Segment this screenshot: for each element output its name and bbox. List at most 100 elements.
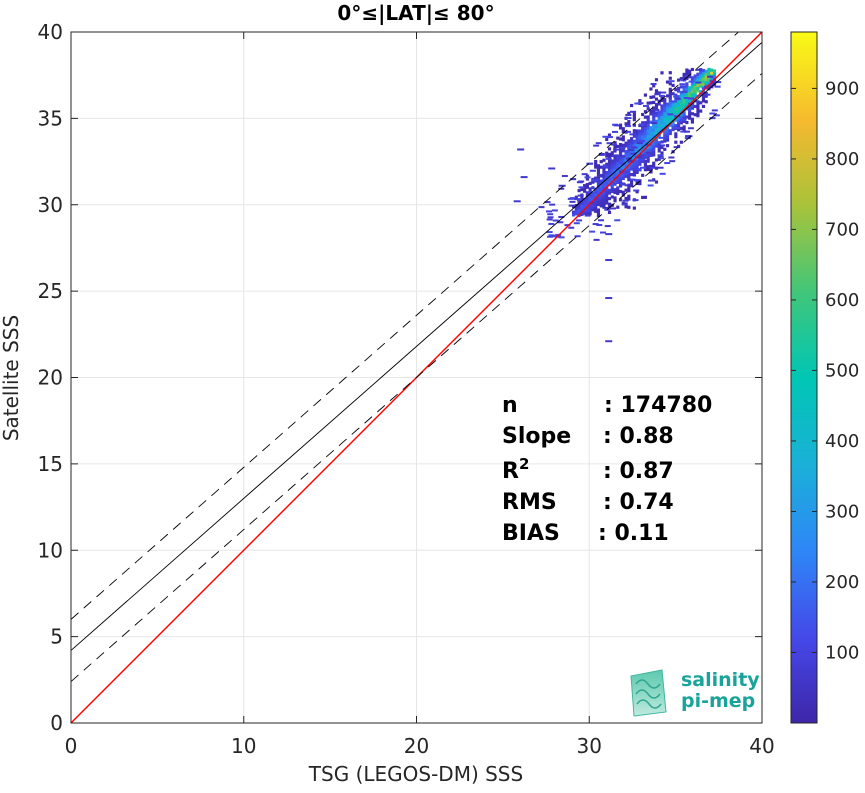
- density-bin: [635, 156, 642, 159]
- density-bin: [657, 146, 661, 150]
- density-bin: [704, 94, 708, 98]
- density-bin: [646, 107, 650, 111]
- density-bin: [596, 208, 601, 212]
- density-bin: [657, 149, 661, 153]
- density-bin: [654, 138, 659, 143]
- density-bin: [668, 104, 672, 108]
- density-bin: [578, 186, 585, 189]
- density-bin: [688, 108, 692, 112]
- density-bin: [607, 205, 612, 209]
- density-bin: [685, 76, 689, 80]
- density-bin: [602, 191, 606, 195]
- density-bin: [652, 125, 656, 129]
- density-bin: [715, 81, 722, 84]
- density-bin: [587, 191, 594, 194]
- density-bin: [598, 153, 605, 156]
- density-bin: [683, 97, 690, 100]
- density-bin: [657, 154, 661, 159]
- density-bin: [547, 216, 554, 219]
- density-bin: [693, 91, 697, 95]
- density-bin: [624, 122, 628, 126]
- density-bin: [654, 111, 659, 115]
- density-bin: [641, 159, 645, 164]
- density-bin: [641, 173, 645, 177]
- colorbar-tick-label: 600: [825, 290, 859, 311]
- density-bin: [557, 221, 564, 224]
- density-bin: [610, 189, 614, 194]
- density-bin: [618, 142, 623, 147]
- density-bin: [649, 139, 653, 144]
- density-bin: [664, 162, 671, 165]
- density-bin: [632, 206, 636, 210]
- density-bin: [665, 144, 670, 148]
- density-bin: [696, 86, 700, 90]
- density-bin: [618, 126, 623, 130]
- density-bin: [599, 201, 603, 205]
- density-bin: [558, 236, 565, 239]
- density-bin: [668, 87, 672, 91]
- density-bin: [627, 120, 631, 124]
- density-bin: [679, 101, 683, 106]
- density-bin: [685, 98, 689, 103]
- density-bin: [596, 202, 601, 207]
- density-bin: [682, 128, 686, 132]
- density-bin: [649, 109, 653, 113]
- density-bin: [671, 92, 675, 96]
- density-bin: [632, 154, 636, 158]
- density-bin: [643, 132, 648, 136]
- density-bin: [584, 214, 591, 217]
- outlier-point: [520, 176, 528, 179]
- density-bin: [671, 105, 675, 110]
- density-bin: [652, 114, 656, 118]
- density-bin: [657, 127, 661, 131]
- density-bin: [639, 158, 646, 161]
- density-bin: [688, 86, 692, 90]
- density-bin: [646, 140, 650, 144]
- density-bin: [612, 148, 619, 151]
- density-bin: [701, 99, 706, 103]
- density-bin: [610, 153, 614, 158]
- density-bin: [660, 115, 664, 119]
- density-bin: [707, 67, 711, 71]
- density-bin: [599, 179, 603, 183]
- density-bin: [591, 205, 595, 209]
- density-bin: [652, 147, 656, 151]
- density-bin: [632, 115, 636, 119]
- density-bin: [690, 106, 694, 110]
- density-bin: [613, 160, 617, 164]
- density-bin: [610, 181, 614, 185]
- density-bin: [683, 130, 690, 133]
- density-bin: [605, 151, 609, 155]
- density-bin: [632, 123, 636, 127]
- density-bin: [627, 144, 631, 149]
- density-bin: [602, 202, 606, 207]
- density-bin: [605, 198, 609, 202]
- outlier-point: [605, 233, 613, 236]
- density-bin: [654, 89, 659, 93]
- density-bin: [688, 105, 692, 109]
- density-bin: [646, 115, 650, 119]
- density-bin: [618, 176, 623, 180]
- density-bin: [646, 159, 650, 163]
- density-bin: [627, 150, 631, 154]
- density-bin: [654, 180, 659, 184]
- density-bin: [593, 238, 600, 241]
- density-bin: [630, 110, 637, 113]
- density-bin: [613, 171, 617, 175]
- density-bin: [591, 180, 595, 184]
- density-bin: [682, 125, 686, 129]
- density-bin: [682, 100, 686, 104]
- density-bin: [654, 127, 659, 132]
- stat-value: : 0.87: [603, 459, 674, 484]
- density-bin: [630, 164, 634, 168]
- density-bin: [652, 122, 656, 127]
- density-bin: [695, 68, 702, 71]
- density-bin: [596, 164, 601, 168]
- density-bin: [624, 184, 631, 187]
- density-bin: [710, 82, 714, 86]
- colorbar-tick-label: 100: [825, 642, 859, 663]
- density-bin: [646, 137, 650, 141]
- density-bin: [699, 79, 703, 83]
- density-bin: [665, 94, 670, 98]
- density-bin: [632, 173, 636, 177]
